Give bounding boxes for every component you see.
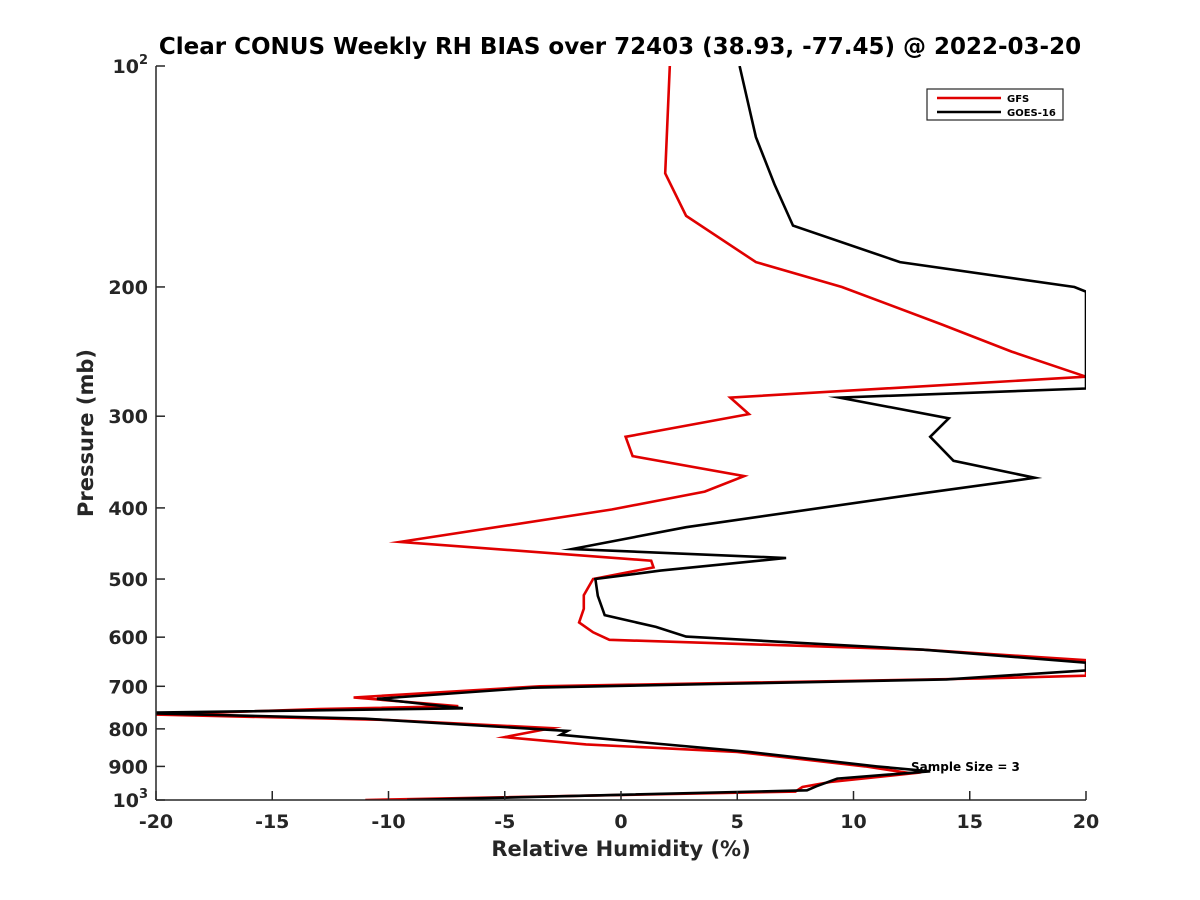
x-tick-label: -20 — [139, 811, 173, 833]
y-tick-label: 500 — [108, 569, 148, 591]
y-tick-label: 400 — [108, 498, 148, 520]
y-tick-label: 600 — [108, 627, 148, 649]
series-line-goes-16 — [156, 66, 1086, 800]
x-tick-label: -15 — [255, 811, 289, 833]
series-layer — [156, 66, 1086, 800]
x-ticks: -20 -15 -10 -5 0 5 10 15 20 — [139, 791, 1099, 833]
x-tick-label: 5 — [731, 811, 744, 833]
y-tick-label: 200 — [108, 277, 148, 299]
y-tick-label: 102 — [113, 53, 149, 78]
chart-title: Clear CONUS Weekly RH BIAS over 72403 (3… — [159, 34, 1081, 60]
x-tick-label: 0 — [614, 811, 627, 833]
y-tick-label: 900 — [108, 756, 148, 778]
x-tick-label: -5 — [494, 811, 515, 833]
y-tick-label: 700 — [108, 676, 148, 698]
legend-label: GOES-16 — [1007, 108, 1056, 119]
x-tick-label: 10 — [840, 811, 866, 833]
x-tick-label: 15 — [957, 811, 983, 833]
sample-size-annotation: Sample Size = 3 — [911, 760, 1020, 774]
x-tick-label: -10 — [371, 811, 405, 833]
y-tick-label: 300 — [108, 406, 148, 428]
legend-box — [926, 88, 1064, 121]
x-axis-label: Relative Humidity (%) — [491, 837, 750, 861]
series-line-gfs — [156, 66, 1086, 800]
y-tick-label: 103 — [113, 787, 149, 812]
y-axis-label: Pressure (mb) — [74, 349, 98, 517]
legend: GFS GOES-16 — [926, 88, 1064, 121]
legend-label: GFS — [1007, 94, 1029, 105]
y-tick-label: 800 — [108, 719, 148, 741]
x-tick-label: 20 — [1073, 811, 1099, 833]
y-ticks: 102 200 300 400 500 600 700 800 900 103 — [108, 53, 165, 812]
